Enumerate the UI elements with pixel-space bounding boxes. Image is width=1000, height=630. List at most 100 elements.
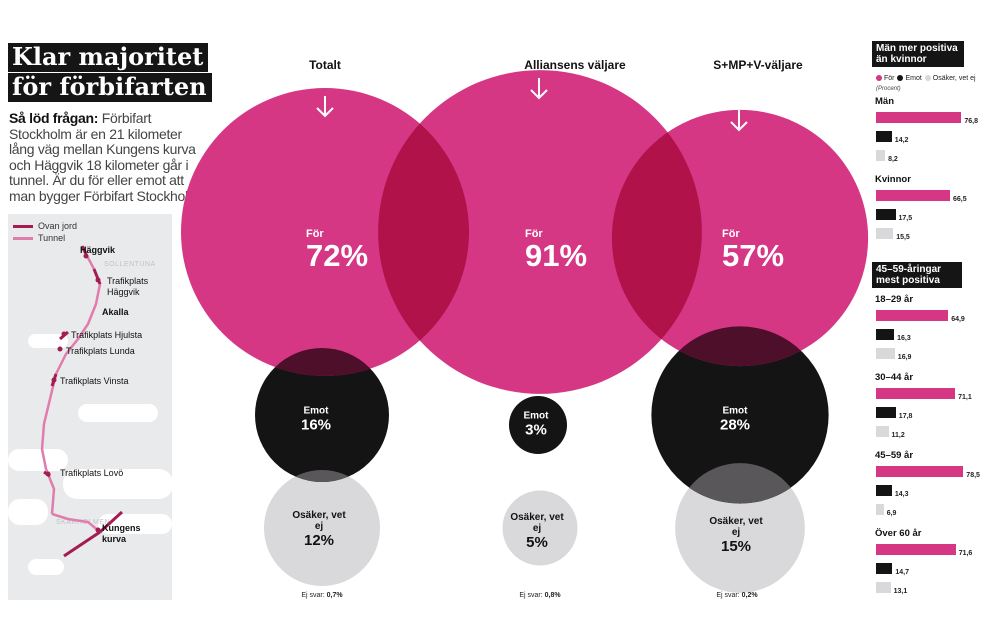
- bar-value-label: 14,3: [894, 491, 909, 498]
- map-area-label: SOLLENTUNA: [104, 261, 156, 268]
- bar-for: [876, 310, 949, 321]
- arrow-down-icon: [316, 96, 334, 118]
- bar-value-label: 64,9: [951, 316, 965, 323]
- map-legend-label: Ovan jord: [38, 221, 78, 231]
- headline-line-2: för förbifarten: [8, 73, 212, 102]
- bar-value-label: 13,1: [893, 588, 908, 595]
- bar-value-label: 16,9: [897, 354, 912, 361]
- map-water: [78, 404, 158, 422]
- bar-osaker: [876, 228, 894, 239]
- for-label-smpv: För 57%: [722, 228, 784, 272]
- bar-for: [876, 112, 962, 123]
- bar-emot: [876, 563, 893, 574]
- bar-emot: [876, 209, 896, 220]
- ej-svar-label: Ej svar:: [716, 592, 740, 599]
- map-legend-swatch-ovan: [13, 224, 33, 228]
- route-map: SOLLENTUNA SKÄRHOLMEN Ovan jord Tunnel H…: [8, 214, 172, 600]
- for-label-totalt: För 72%: [306, 228, 368, 272]
- ej-svar-alliansen: Ej svar: 0,8%: [519, 592, 560, 599]
- emot-value: 28%: [719, 416, 751, 434]
- map-legend-swatch-tunnel: [13, 236, 33, 240]
- headline: Klar majoritet för förbifarten: [8, 43, 212, 103]
- map-water: [8, 449, 68, 471]
- bar-emot: [876, 407, 896, 418]
- bar-emot: [876, 485, 892, 496]
- map-label-tp-vinsta: Trafikplats Vinsta: [60, 376, 129, 386]
- bar-emot: [876, 131, 892, 142]
- map-legend: Ovan jord Tunnel: [13, 220, 77, 244]
- bar-value-label: 17,8: [898, 413, 913, 420]
- bar-value-label: 17,5: [898, 215, 913, 222]
- map-label-tp-lovo: Trafikplats Lovö: [60, 468, 124, 478]
- osaker-value: 12%: [303, 532, 335, 549]
- bar-emot: [876, 329, 895, 340]
- for-label: För: [721, 228, 740, 240]
- bar-group-label: 30–44 år: [875, 372, 914, 383]
- legend-label: Osäker, vet ej: [932, 75, 976, 82]
- for-label: För: [305, 228, 324, 240]
- arrow-down-icon: [530, 78, 548, 100]
- question-text: Förbifart Stockholm är en 21 kilometer l…: [9, 110, 207, 204]
- ej-svar-label: Ej svar:: [301, 592, 325, 599]
- emot-label-totalt: Emot 16%: [301, 406, 331, 435]
- osaker-label: Osäker, vet ej: [709, 516, 763, 538]
- emot-label: Emot: [722, 405, 748, 417]
- for-value: 57%: [721, 238, 785, 273]
- map-water: [8, 499, 48, 525]
- section-header: Män mer positiva än kvinnor: [872, 41, 990, 67]
- map-legend-label: Tunnel: [38, 233, 66, 243]
- bar-legend: För Emot Osäker, vet ej: [875, 75, 976, 82]
- bar-value-label: 71,1: [958, 394, 972, 401]
- headline-line-1: Klar majoritet: [8, 43, 209, 72]
- map-legend-item: Tunnel: [13, 232, 77, 244]
- for-label-alliansen: För 91%: [525, 228, 587, 272]
- osaker-value: 5%: [526, 534, 548, 551]
- arrow-down-icon: [730, 110, 748, 132]
- bar-value-label: 14,2: [894, 137, 909, 144]
- map-label-tp-haggvik: Trafikplats Häggvik: [107, 276, 149, 297]
- bar-osaker: [876, 504, 884, 515]
- osaker-label-totalt: Osäker, vet ej 12%: [289, 510, 349, 550]
- section-header: 45–59-åringar mest positiva: [872, 262, 990, 288]
- map-area-label: SKÄRHOLMEN: [56, 519, 111, 526]
- map-label-tp-hjulsta: Trafikplats Hjulsta: [71, 330, 143, 340]
- question-lead: Så löd frågan:: [9, 110, 99, 126]
- osaker-label-smpv: Osäker, vet ej 15%: [706, 516, 766, 556]
- map-label-tp-lunda: Trafikplats Lunda: [66, 346, 135, 356]
- section-title: 45–59-åringar mest positiva: [872, 262, 962, 288]
- osaker-label-alliansen: Osäker, vet ej 5%: [509, 512, 565, 552]
- bar-group-label: Över 60 år: [875, 528, 922, 539]
- osaker-value: 15%: [720, 538, 752, 555]
- map-label-haggvik: Häggvik: [80, 245, 116, 255]
- ej-svar-label: Ej svar:: [519, 592, 543, 599]
- bar-for: [876, 190, 950, 201]
- bar-value-label: 78,5: [966, 472, 980, 479]
- survey-question: Så löd frågan: Förbifart Stockholm är en…: [9, 110, 207, 204]
- for-value: 91%: [524, 238, 588, 273]
- map-legend-item: Ovan jord: [13, 220, 77, 232]
- column-title-alliansen: Alliansens väljare: [524, 58, 626, 72]
- column-title-totalt: Totalt: [309, 58, 341, 72]
- osaker-label: Osäker, vet ej: [292, 510, 346, 532]
- emot-label: Emot: [303, 405, 329, 417]
- emot-value: 3%: [525, 421, 547, 439]
- bar-value-label: 6,9: [886, 510, 897, 517]
- legend-dot: [876, 75, 882, 81]
- map-water: [28, 559, 64, 575]
- ej-svar-smpv: Ej svar: 0,2%: [716, 592, 757, 599]
- column-title-smpv: S+MP+V-väljare: [713, 58, 803, 72]
- emot-value: 16%: [300, 416, 332, 434]
- bar-for: [876, 466, 964, 477]
- emot-label: Emot: [523, 410, 549, 422]
- bar-group-label: Kvinnor: [875, 174, 911, 185]
- bar-group-label: Män: [875, 96, 894, 107]
- emot-label-alliansen: Emot 3%: [524, 411, 549, 440]
- section-title: Män mer positiva än kvinnor: [872, 41, 964, 67]
- emot-label-smpv: Emot 28%: [720, 406, 750, 435]
- route-line: [40, 245, 124, 558]
- bar-group-label: 45–59 år: [875, 450, 914, 461]
- bar-for: [876, 388, 956, 399]
- map-water: [63, 469, 172, 499]
- map-label-kungens-kurva: Kungens kurva: [102, 523, 141, 544]
- legend-label: Emot: [905, 75, 924, 82]
